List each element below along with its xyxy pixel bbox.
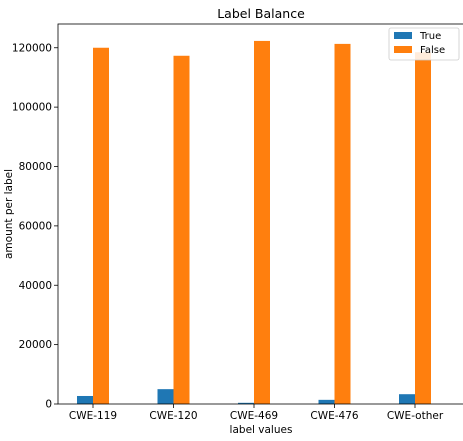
legend: True False bbox=[389, 28, 459, 60]
x-tick-label: CWE-120 bbox=[149, 410, 197, 422]
x-tick-label: CWE-469 bbox=[230, 410, 278, 422]
x-tick-label: CWE-119 bbox=[69, 410, 117, 422]
bar-true-cwe-476 bbox=[319, 400, 335, 404]
y-axis-ticks: 0 20000 40000 60000 80000 100000 120000 bbox=[12, 42, 58, 410]
bar-false-cwe-469 bbox=[254, 41, 270, 404]
x-tick-label: CWE-476 bbox=[310, 410, 358, 422]
legend-swatch-true bbox=[394, 32, 412, 39]
y-tick-label: 60000 bbox=[19, 220, 52, 232]
x-axis-label: label values bbox=[230, 424, 293, 436]
chart-title: Label Balance bbox=[217, 6, 305, 21]
legend-swatch-false bbox=[394, 46, 412, 53]
y-tick-label: 100000 bbox=[12, 102, 52, 114]
x-axis-ticks: CWE-119 CWE-120 CWE-469 CWE-476 CWE-other bbox=[69, 404, 444, 422]
y-tick-label: 0 bbox=[45, 399, 52, 411]
bar-false-cwe-119 bbox=[93, 48, 109, 404]
bar-false-cwe-120 bbox=[174, 56, 190, 404]
legend-label-false: False bbox=[420, 45, 445, 56]
bar-false-cwe-476 bbox=[335, 44, 351, 404]
bar-true-cwe-119 bbox=[77, 396, 93, 404]
legend-label-true: True bbox=[419, 31, 441, 42]
y-tick-label: 120000 bbox=[12, 42, 52, 54]
bar-true-cwe-other bbox=[399, 394, 415, 404]
y-tick-label: 20000 bbox=[19, 339, 52, 351]
y-axis-label: amount per label bbox=[3, 169, 15, 259]
bar-true-cwe-120 bbox=[158, 389, 174, 404]
x-tick-label: CWE-other bbox=[387, 410, 444, 422]
y-tick-label: 40000 bbox=[19, 280, 52, 292]
bar-false-cwe-other bbox=[415, 52, 431, 404]
bars-group bbox=[77, 41, 431, 404]
y-tick-label: 80000 bbox=[19, 161, 52, 173]
